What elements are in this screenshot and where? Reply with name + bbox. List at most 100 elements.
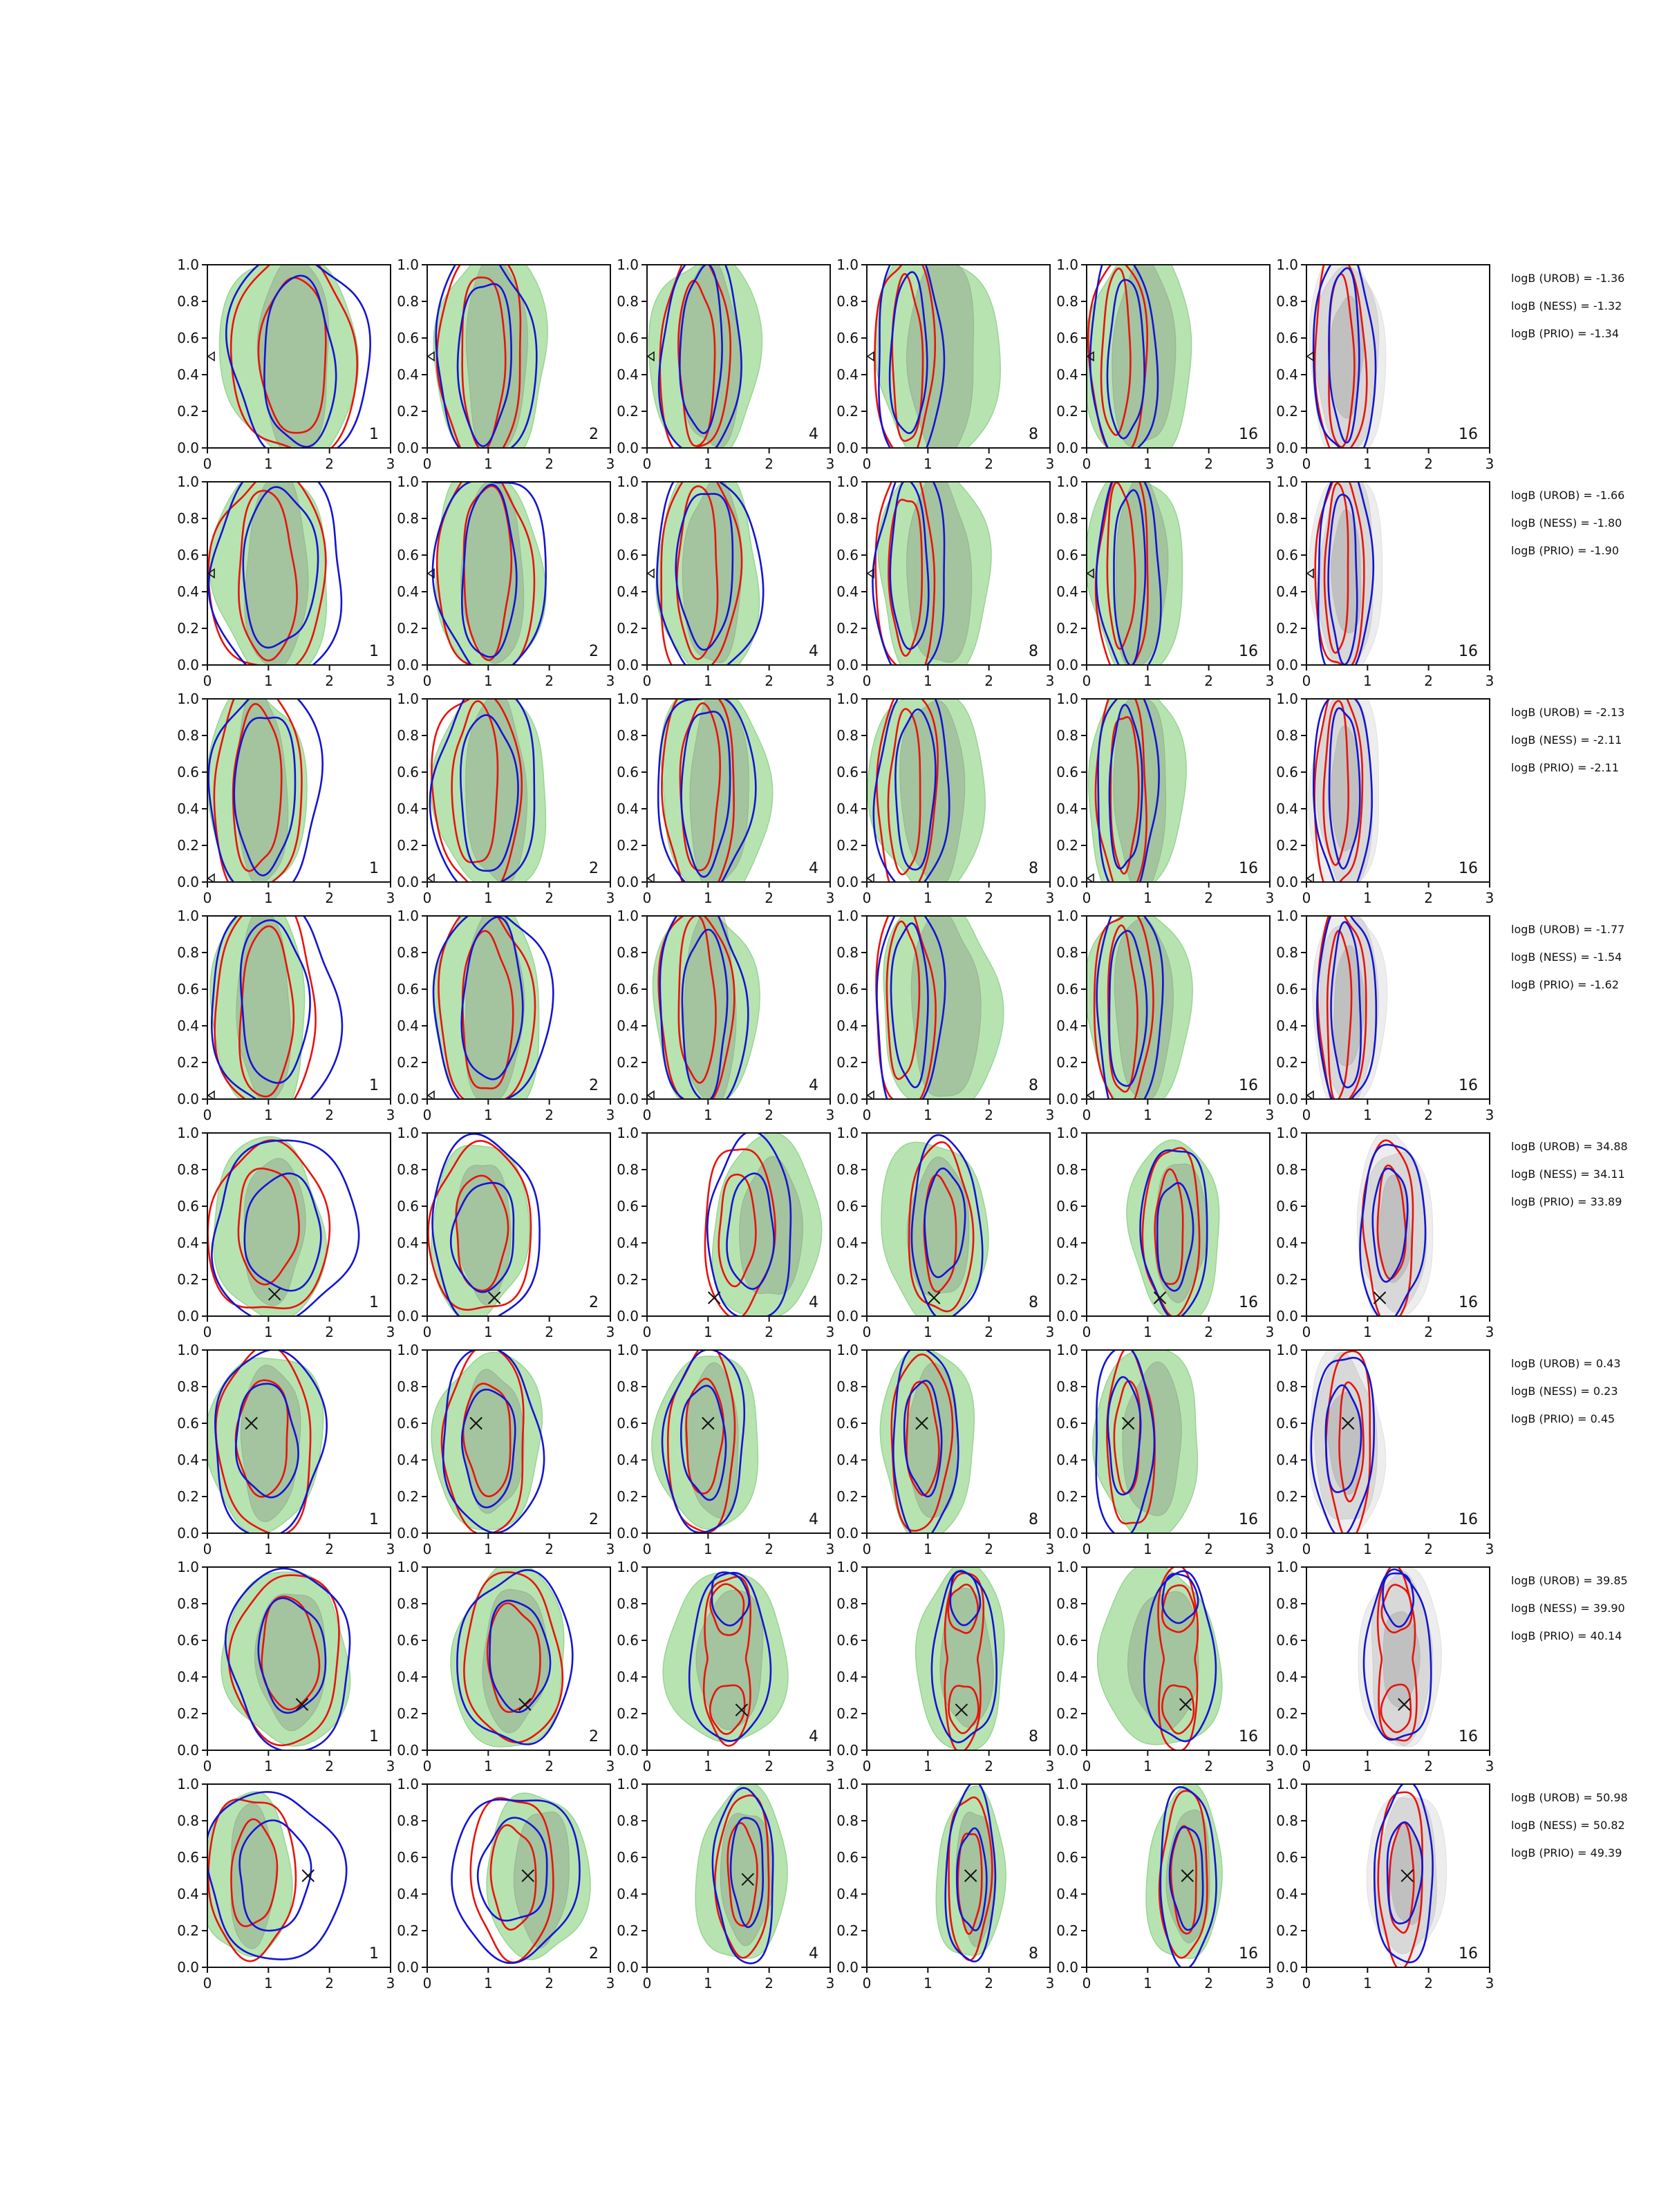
x-tick-label: 2 (984, 456, 993, 472)
red-outer-contour (874, 482, 936, 665)
blue-inner-contour (234, 1382, 299, 1499)
y-tick-label: 0.6 (836, 1849, 859, 1866)
blue-inner-contour (949, 1571, 982, 1627)
x-tick-label: 1 (264, 673, 273, 689)
red-inner-contour (238, 925, 295, 1098)
axes-spine (866, 1566, 1051, 1751)
gray-fill-region-level1 (1312, 916, 1388, 1099)
panel-corner-label: 16 (1459, 1294, 1478, 1311)
blue-outer-contour (878, 265, 946, 448)
x-tick-label: 1 (924, 1541, 932, 1557)
red-inner-contour (957, 1833, 983, 1936)
y-tick-label: 1.0 (1056, 1125, 1078, 1141)
contour-panel-r1c2: 0 1 2 30.00.20.40.60.81.02 (397, 256, 615, 472)
logb-annotation-row4: logB (UROB) = -1.77 logB (NESS) = -1.54 lo… (1511, 916, 1659, 999)
logb-line: logB (UROB) = -1.66 (1511, 489, 1625, 502)
blue-outer-contour (1373, 1784, 1434, 1964)
x-tick-label: 2 (545, 890, 554, 906)
y-tick-label: 0.2 (836, 1705, 859, 1722)
x-tick-label: 3 (606, 890, 615, 906)
y-tick-label: 0.0 (1056, 1525, 1078, 1541)
y-tick-label: 1.0 (1056, 908, 1078, 924)
left-triangle-marker (867, 351, 874, 362)
y-tick-label: 0.2 (177, 620, 199, 637)
blue-outer-contour (431, 482, 547, 665)
y-tick-label: 0.4 (617, 1669, 639, 1685)
panel-corner-label: 4 (809, 1728, 818, 1745)
y-tick-label: 0.8 (836, 727, 859, 744)
red-outer-contour (661, 699, 735, 882)
axes-spine (646, 1349, 831, 1534)
axes-spine (207, 264, 391, 449)
y-tick-label: 1.0 (177, 691, 199, 707)
gray-inner-fill-region (906, 482, 973, 663)
panel-corner-label: 16 (1459, 1077, 1478, 1094)
axes-spine (207, 1566, 391, 1751)
red-inner-contour (237, 1168, 300, 1286)
y-tick-label: 0.0 (397, 1959, 419, 1976)
x-true-value-marker (1400, 1869, 1414, 1882)
x-tick-label: 3 (1266, 890, 1275, 906)
y-tick-label: 0.4 (836, 1235, 859, 1251)
gray-inner-fill-region (236, 916, 292, 1099)
contour-panel-r5c5: 0 1 2 3 0.0 0.2 0.4 0.6 0.8 1.0 16 (1056, 1125, 1275, 1340)
x-tick-label: 1 (264, 1324, 273, 1340)
y-tick-label: 0.0 (1276, 1959, 1298, 1976)
x-tick-label: 3 (1485, 890, 1494, 906)
y-tick-label: 0.8 (836, 1595, 859, 1612)
left-triangle-marker (1306, 873, 1314, 882)
y-tick-label: 0.2 (1056, 1922, 1078, 1939)
y-tick-label: 1.0 (177, 1776, 199, 1792)
blue-outer-contour (656, 482, 765, 665)
green-fill-region (207, 1357, 324, 1533)
x-true-value-marker (702, 1416, 715, 1430)
y-tick-label: 0.8 (397, 727, 419, 744)
x-tick-label: 0 (863, 1758, 872, 1774)
blue-outer-contour (432, 916, 554, 1099)
y-tick-label: 0.8 (617, 1812, 639, 1829)
x-tick-label: 3 (826, 1324, 835, 1340)
x-tick-label: 0 (1302, 1107, 1311, 1123)
y-tick-label: 0.4 (1276, 583, 1298, 600)
x-tick-label: 3 (1266, 1541, 1275, 1557)
x-tick-label: 2 (765, 673, 774, 689)
x-true-value-marker (301, 1869, 315, 1882)
y-tick-label: 0.0 (397, 874, 419, 890)
y-tick-label: 0.8 (397, 1378, 419, 1395)
y-tick-label: 1.0 (836, 1776, 859, 1792)
blue-inner-contour (680, 711, 731, 878)
y-tick-label: 1.0 (177, 256, 199, 273)
y-tick-label: 0.0 (836, 1959, 859, 1976)
y-tick-label: 0.8 (836, 510, 859, 527)
panel-corner-label: 1 (369, 1077, 379, 1094)
x-tick-label: 0 (203, 456, 212, 472)
y-tick-label: 0.2 (836, 403, 859, 420)
axes-spine (646, 915, 831, 1100)
y-tick-label: 0.4 (177, 1669, 199, 1685)
axes-spine (1306, 1566, 1490, 1751)
x-tick-label: 1 (484, 890, 493, 906)
blue-inner-contour (924, 1167, 966, 1278)
x-tick-label: 1 (484, 1107, 493, 1123)
y-tick-label: 0.4 (397, 1018, 419, 1034)
y-tick-label: 0.2 (617, 1922, 639, 1939)
y-tick-label: 0.0 (617, 1742, 639, 1759)
panel-corner-label: 16 (1239, 1945, 1258, 1962)
red-inner-contour (232, 703, 283, 872)
gray-inner-fill-region (899, 700, 966, 882)
blue-inner-contour (1107, 1376, 1142, 1496)
panel-corner-label: 16 (1459, 643, 1478, 660)
green-fill-region (1145, 1784, 1223, 1960)
y-tick-label: 0.4 (1056, 1669, 1078, 1685)
x-tick-label: 3 (1266, 1324, 1275, 1340)
y-tick-label: 0.6 (617, 1198, 639, 1215)
y-tick-label: 1.0 (177, 1125, 199, 1141)
y-tick-label: 0.4 (617, 1452, 639, 1468)
y-tick-label: 0.2 (1276, 1705, 1298, 1722)
axes-spine (207, 1132, 391, 1317)
x-tick-label: 2 (1204, 456, 1213, 472)
y-tick-label: 0.8 (177, 1595, 199, 1612)
y-tick-label: 0.6 (177, 981, 199, 997)
y-tick-label: 0.4 (836, 1452, 859, 1468)
x-true-value-marker (927, 1291, 941, 1304)
